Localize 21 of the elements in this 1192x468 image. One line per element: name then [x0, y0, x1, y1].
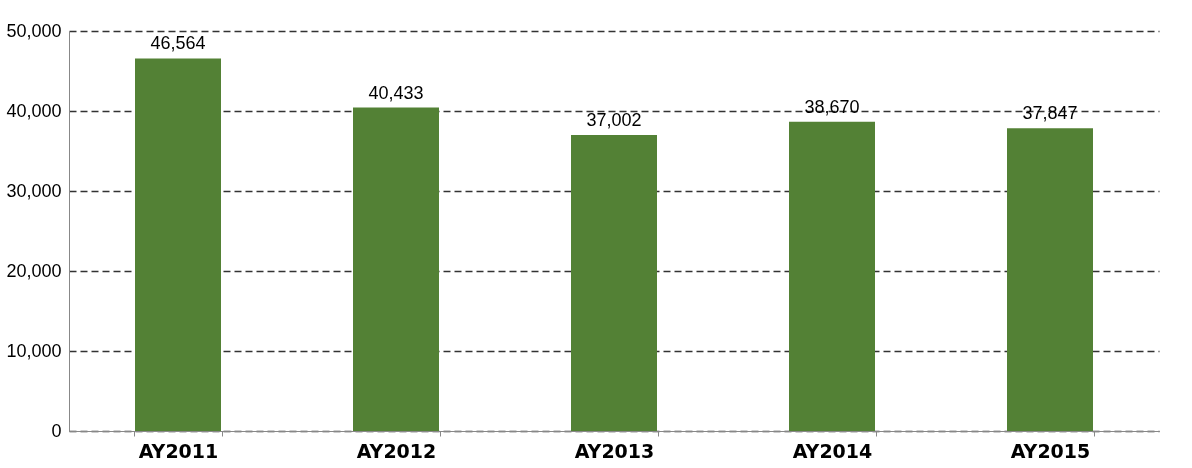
bar — [1007, 128, 1093, 431]
data-label: 40,433 — [368, 82, 424, 103]
bar — [571, 134, 657, 431]
data-label: 37,847 — [1022, 103, 1078, 124]
x-tick-label: AY2014 — [792, 439, 873, 462]
y-tick-label: 40,000 — [6, 100, 62, 121]
bar — [789, 121, 875, 431]
bar — [353, 107, 439, 431]
x-tick-label: AY2015 — [1010, 439, 1091, 462]
y-tick-label: 30,000 — [6, 180, 62, 201]
y-tick-label: 10,000 — [6, 340, 62, 361]
x-tick-label: AY2012 — [356, 439, 437, 462]
bar — [135, 58, 221, 431]
data-label: 37,002 — [586, 109, 642, 130]
x-tick-label: AY2013 — [574, 439, 655, 462]
y-tick-label: 50,000 — [6, 20, 62, 41]
y-tick-label: 0 — [51, 420, 62, 441]
x-tick-label: AY2011 — [138, 439, 219, 462]
y-tick-label: 20,000 — [6, 260, 62, 281]
data-label: 38,670 — [804, 96, 860, 117]
data-label: 46,564 — [150, 33, 206, 54]
